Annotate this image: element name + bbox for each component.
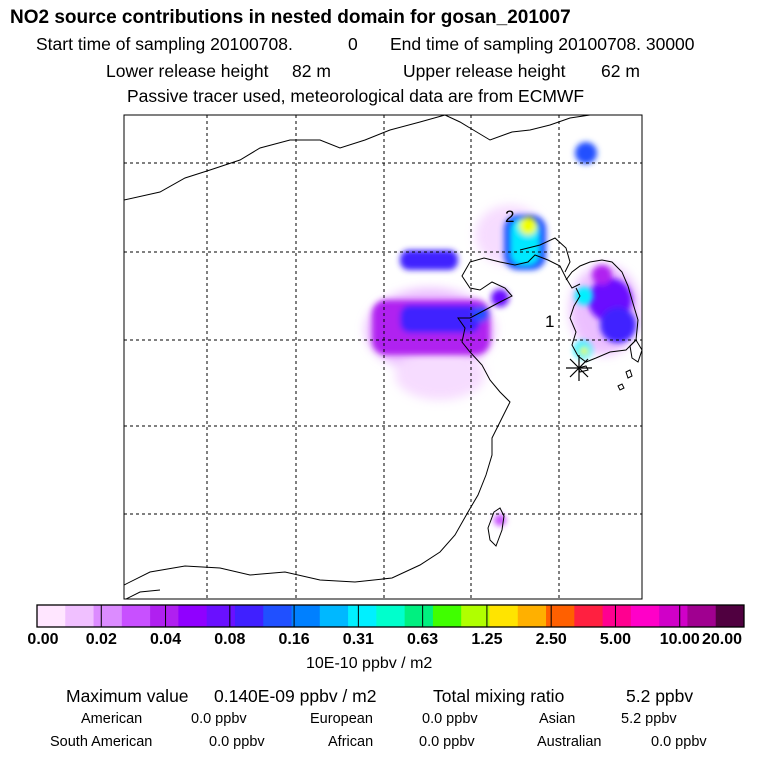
plume-core-beijing [400,250,458,270]
colorbar-tick-label: 5.00 [599,631,632,648]
upper-release-value: 62 m [601,61,640,81]
plume-peak-layer [510,217,593,359]
map-frame [123,114,643,600]
plume-peak-north-max [519,217,537,235]
hainan-coast [124,589,161,599]
graticule [124,115,642,599]
colorbar-swatch [574,605,604,627]
region-european-value: 0.0 ppbv [422,711,478,727]
region-american-value: 0.0 ppbv [191,711,247,727]
end-time-label: End time of sampling 20100708. 30000 [390,34,695,54]
region-european-label: European [310,711,373,727]
colorbar-swatch [602,605,632,627]
cluster-label-2: 2 [505,207,514,226]
colorbar-tick-label: 0.02 [85,631,117,648]
figure-title: NO2 source contributions in nested domai… [10,7,571,28]
colorbar-units: 10E-10 ppbv / m2 [306,655,433,672]
colorbar-swatch [178,605,208,627]
colorbar-swatch [687,605,717,627]
plume-outer-south [395,350,485,400]
total-mixing-label: Total mixing ratio [433,686,565,706]
start-time-label: Start time of sampling 20100708. [36,34,293,54]
border-russia [469,115,591,141]
colorbar-swatch [546,605,575,627]
cluster-label-1: 1 [545,312,554,331]
plume-core-korea-b [600,307,636,343]
colorbar-swatch [461,605,490,627]
coastline-mainland [124,254,581,586]
colorbar-tick-label: 0.00 [27,631,59,648]
upper-release-label: Upper release height [403,61,566,81]
japan-island-a [625,369,633,379]
plume-peak-korea-west [575,287,593,305]
colorbar-tick-label: 1.25 [471,631,503,648]
max-value: 0.140E-09 ppbv / m2 [214,686,377,706]
colorbar-tick-label: 0.08 [214,631,246,648]
border-north [124,115,446,201]
colorbar-swatch [234,605,264,627]
colorbar-swatch [263,605,293,627]
lower-release-label: Lower release height [106,61,269,81]
colorbar-swatch [291,605,321,627]
region-asian-label: Asian [539,711,576,727]
plume-core-shandong [400,305,480,333]
colorbar-swatch [65,605,95,627]
border-northeast [444,115,471,129]
plume-core-dalian [491,289,509,307]
region-american-label: American [81,711,143,727]
border-korea-north [519,237,571,273]
plume-peak-korea-south-max [580,347,588,355]
max-value-label: Maximum value [66,686,189,706]
colorbar-swatch [376,605,406,627]
colorbar-tick-label: 10.00 [659,631,700,648]
region-south-american-value: 0.0 ppbv [209,734,265,750]
colorbar-swatch [659,605,688,627]
start-time-value: 0 [348,34,358,54]
region-australian-label: Australian [537,734,602,750]
total-mixing-value: 5.2 ppbv [626,686,694,706]
colorbar-tick-label: 2.50 [535,631,567,648]
taiwan-island [487,507,505,547]
colorbar-swatch [206,605,236,627]
colorbar-tick-label: 0.16 [278,631,310,648]
region-african-label: African [328,734,374,750]
colorbar-tick-label: 0.63 [407,631,439,648]
colorbar-swatch [348,605,377,627]
region-asian-value: 5.2 ppbv [621,711,677,727]
colorbar-swatch [121,605,151,627]
japan-island-b [617,383,625,391]
colorbar-tick-label: 0.04 [149,631,182,648]
region-african-value: 0.0 ppbv [419,734,475,750]
region-australian-value: 0.0 ppbv [651,734,707,750]
colorbar-swatch [37,605,66,627]
colorbar-swatch [517,605,547,627]
japan-kyushu [629,339,642,363]
colorbar-swatch [404,605,434,627]
receptor-star-icon [566,355,592,381]
lower-release-value: 82 m [292,61,331,81]
colorbar-swatch [150,605,179,627]
colorbar-swatch [93,605,123,627]
colorbar-swatch [319,605,349,627]
colorbar-swatch [630,605,660,627]
tracer-note: Passive tracer used, meteorological data… [127,86,585,106]
region-south-american-label: South American [50,734,153,750]
colorbar-tick-label: 0.31 [342,631,374,648]
colorbar-tick-label: 20.00 [701,631,743,648]
colorbar-swatch [432,605,462,627]
plume-core-ne [575,142,597,164]
colorbar-swatch [715,605,745,627]
plume-core-korea-c [592,265,612,285]
colorbar-frame [36,604,745,628]
colorbar-swatch [489,605,519,627]
